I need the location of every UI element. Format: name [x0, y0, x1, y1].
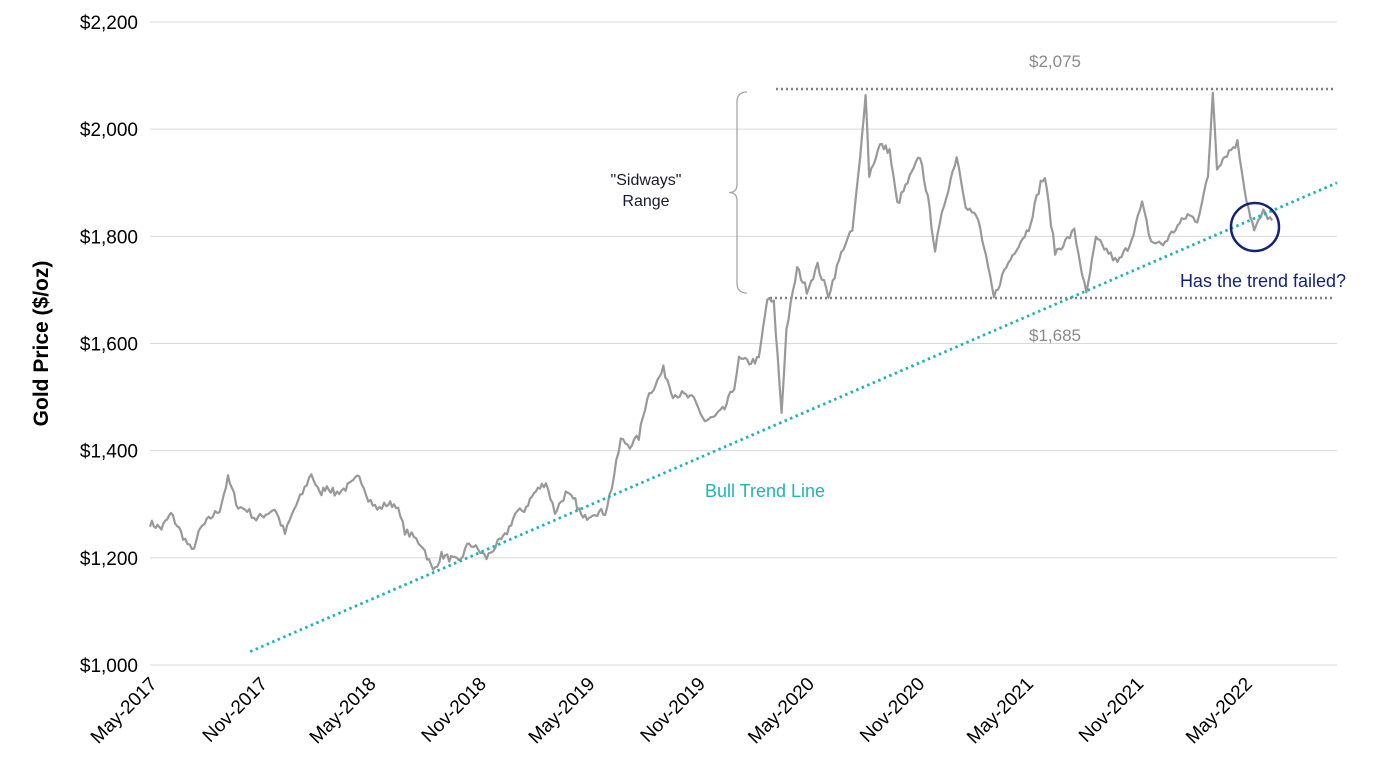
x-tick-label: May-2017 [87, 674, 162, 749]
y-tick-label: $2,000 [80, 120, 138, 141]
y-tick-label: $1,600 [80, 335, 138, 356]
y-tick-label: $2,200 [80, 13, 138, 34]
x-tick-label: May-2019 [525, 674, 600, 749]
range-low-label: $1,685 [1029, 326, 1081, 345]
y-tick-label: $1,000 [80, 656, 138, 677]
x-tick-label: May-2018 [306, 674, 381, 749]
trend-question-label: Has the trend failed? [1180, 271, 1346, 291]
x-tick-label: Nov-2018 [418, 674, 491, 747]
gold-price-series [148, 91, 1274, 571]
annotations: $2,075 $1,685 "Sidways" Range [611, 52, 1333, 345]
x-tick-label: Nov-2021 [1075, 674, 1148, 747]
x-tick-label: May-2020 [744, 674, 819, 749]
y-tick-label: $1,200 [80, 549, 138, 570]
y-tick-label: $1,800 [80, 227, 138, 248]
bull-trend-line [249, 181, 1338, 653]
x-axis-ticks: May-2017 Nov-2017 May-2018 Nov-2018 May-2019… [87, 674, 1257, 749]
gridlines [150, 21, 1337, 666]
x-tick-label: Nov-2020 [856, 674, 929, 747]
x-tick-label: Nov-2019 [637, 674, 710, 747]
trend-line-label: Bull Trend Line [705, 481, 825, 501]
range-brace [728, 91, 748, 294]
x-tick-label: May-2022 [1182, 674, 1257, 749]
range-label-line1: "Sidways" [611, 172, 682, 189]
range-label-line2: Range [622, 193, 669, 210]
range-high-label: $2,075 [1029, 52, 1081, 71]
x-tick-label: May-2021 [963, 674, 1038, 749]
y-axis-label: Gold Price ($/oz) [30, 261, 53, 427]
range-low-label-background [1005, 311, 1105, 340]
x-tick-label: Nov-2017 [199, 674, 272, 747]
y-axis-ticks: $1,000 $1,200 $1,400 $1,600 $1,800 $2,000 $2,2… [80, 13, 138, 677]
trend-break-circle [1229, 201, 1281, 253]
y-tick-label: $1,400 [80, 442, 138, 463]
